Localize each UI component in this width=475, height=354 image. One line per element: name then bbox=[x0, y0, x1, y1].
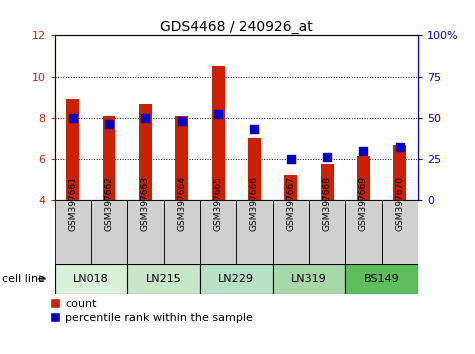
Text: BS149: BS149 bbox=[364, 274, 399, 284]
Text: LN229: LN229 bbox=[218, 274, 254, 284]
Point bbox=[323, 154, 331, 160]
Point bbox=[105, 121, 113, 127]
Bar bbox=[66, 99, 79, 200]
Text: GSM397666: GSM397666 bbox=[250, 176, 259, 230]
Bar bbox=[163, 200, 200, 264]
Bar bbox=[200, 200, 237, 264]
Text: GSM397664: GSM397664 bbox=[177, 176, 186, 230]
Bar bbox=[55, 200, 91, 264]
Title: GDS4468 / 240926_at: GDS4468 / 240926_at bbox=[160, 21, 313, 34]
Text: GSM397670: GSM397670 bbox=[395, 176, 404, 230]
Point bbox=[142, 115, 149, 120]
Bar bbox=[139, 104, 152, 200]
Bar bbox=[381, 200, 418, 264]
Text: GSM397661: GSM397661 bbox=[68, 176, 77, 230]
Bar bbox=[393, 145, 406, 200]
Text: GSM397667: GSM397667 bbox=[286, 176, 295, 230]
Bar bbox=[91, 200, 127, 264]
Legend: count, percentile rank within the sample: count, percentile rank within the sample bbox=[51, 299, 253, 323]
Text: GSM397663: GSM397663 bbox=[141, 176, 150, 230]
Bar bbox=[237, 200, 273, 264]
Point bbox=[178, 118, 186, 124]
Point bbox=[396, 144, 404, 150]
Text: LN319: LN319 bbox=[291, 274, 327, 284]
Bar bbox=[248, 138, 261, 200]
Text: LN215: LN215 bbox=[146, 274, 181, 284]
Bar bbox=[273, 264, 345, 294]
Bar bbox=[321, 164, 333, 200]
Point bbox=[251, 126, 258, 132]
Point bbox=[69, 115, 76, 120]
Point bbox=[360, 148, 367, 154]
Point bbox=[287, 156, 294, 162]
Bar bbox=[357, 156, 370, 200]
Bar bbox=[273, 200, 309, 264]
Bar bbox=[175, 116, 188, 200]
Bar bbox=[285, 175, 297, 200]
Text: GSM397665: GSM397665 bbox=[214, 176, 223, 230]
Bar bbox=[345, 264, 418, 294]
Bar bbox=[127, 200, 163, 264]
Text: GSM397662: GSM397662 bbox=[104, 176, 114, 230]
Bar bbox=[309, 200, 345, 264]
Text: GSM397668: GSM397668 bbox=[323, 176, 332, 230]
Bar bbox=[127, 264, 200, 294]
Bar bbox=[103, 116, 115, 200]
Text: LN018: LN018 bbox=[73, 274, 109, 284]
Text: cell line: cell line bbox=[2, 274, 46, 284]
Bar bbox=[212, 66, 225, 200]
Bar bbox=[200, 264, 273, 294]
Bar bbox=[55, 264, 127, 294]
Point bbox=[214, 112, 222, 117]
Text: GSM397669: GSM397669 bbox=[359, 176, 368, 230]
Bar bbox=[345, 200, 381, 264]
